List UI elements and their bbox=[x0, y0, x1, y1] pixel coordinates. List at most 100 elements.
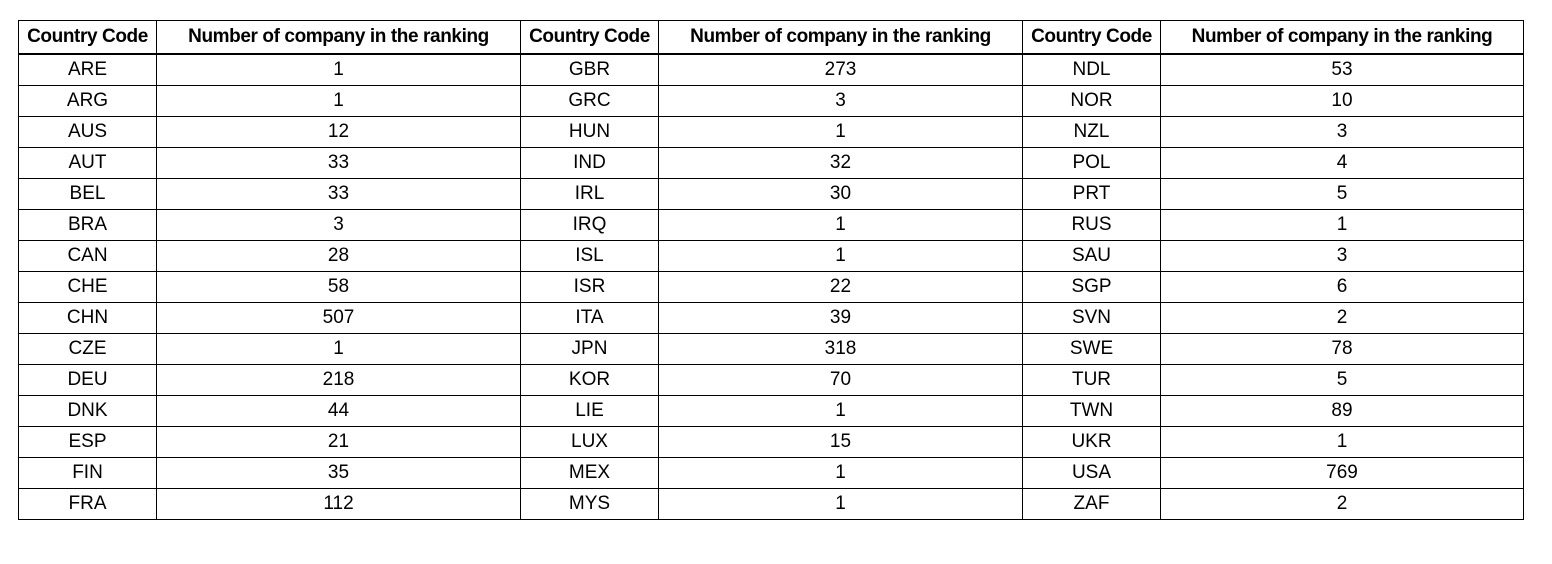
company-count-cell: 318 bbox=[658, 333, 1023, 365]
country-code-cell: TUR bbox=[1022, 364, 1161, 396]
table-row: CHE 58 ISR 22 SGP 6 bbox=[18, 271, 1524, 303]
header-country-code: Country Code bbox=[520, 20, 659, 55]
country-code-cell: NZL bbox=[1022, 116, 1161, 148]
country-code-cell: RUS bbox=[1022, 209, 1161, 241]
table-row: ARE 1 GBR 273 NDL 53 bbox=[18, 53, 1524, 86]
company-count-cell: 28 bbox=[156, 240, 521, 272]
company-count-cell: 1 bbox=[658, 116, 1023, 148]
country-code-cell: IRL bbox=[520, 178, 659, 210]
country-code-cell: SVN bbox=[1022, 302, 1161, 334]
table-row: DNK 44 LIE 1 TWN 89 bbox=[18, 395, 1524, 427]
country-code-cell: LIE bbox=[520, 395, 659, 427]
company-count-cell: 218 bbox=[156, 364, 521, 396]
country-code-cell: ESP bbox=[18, 426, 157, 458]
company-count-cell: 273 bbox=[658, 53, 1023, 86]
table-row: FIN 35 MEX 1 USA 769 bbox=[18, 457, 1524, 489]
country-code-cell: PRT bbox=[1022, 178, 1161, 210]
country-code-cell: SGP bbox=[1022, 271, 1161, 303]
company-count-cell: 769 bbox=[1160, 457, 1524, 489]
table-body: ARE 1 GBR 273 NDL 53 ARG 1 GRC 3 NOR 10 … bbox=[18, 53, 1524, 520]
country-code-cell: GRC bbox=[520, 85, 659, 117]
header-number-of-companies: Number of company in the ranking bbox=[156, 20, 521, 55]
country-code-cell: FIN bbox=[18, 457, 157, 489]
company-count-cell: 112 bbox=[156, 488, 521, 520]
company-count-cell: 21 bbox=[156, 426, 521, 458]
company-count-cell: 5 bbox=[1160, 364, 1524, 396]
country-code-cell: FRA bbox=[18, 488, 157, 520]
header-country-code: Country Code bbox=[1022, 20, 1161, 55]
country-code-cell: SAU bbox=[1022, 240, 1161, 272]
country-code-cell: JPN bbox=[520, 333, 659, 365]
country-code-cell: HUN bbox=[520, 116, 659, 148]
table-row: FRA 112 MYS 1 ZAF 2 bbox=[18, 488, 1524, 520]
country-code-cell: KOR bbox=[520, 364, 659, 396]
company-count-cell: 89 bbox=[1160, 395, 1524, 427]
country-code-cell: UKR bbox=[1022, 426, 1161, 458]
company-count-cell: 1 bbox=[658, 488, 1023, 520]
company-count-cell: 35 bbox=[156, 457, 521, 489]
country-code-cell: IRQ bbox=[520, 209, 659, 241]
company-count-cell: 3 bbox=[1160, 240, 1524, 272]
company-count-cell: 33 bbox=[156, 147, 521, 179]
company-count-cell: 1 bbox=[156, 333, 521, 365]
company-count-cell: 10 bbox=[1160, 85, 1524, 117]
country-code-cell: ZAF bbox=[1022, 488, 1161, 520]
country-code-cell: TWN bbox=[1022, 395, 1161, 427]
company-count-cell: 1 bbox=[658, 395, 1023, 427]
country-code-cell: ARE bbox=[18, 53, 157, 86]
country-code-cell: DEU bbox=[18, 364, 157, 396]
company-count-cell: 70 bbox=[658, 364, 1023, 396]
table-row: CHN 507 ITA 39 SVN 2 bbox=[18, 302, 1524, 334]
company-count-cell: 22 bbox=[658, 271, 1023, 303]
company-count-cell: 12 bbox=[156, 116, 521, 148]
company-count-cell: 15 bbox=[658, 426, 1023, 458]
header-row: Country Code Number of company in the ra… bbox=[18, 20, 1524, 55]
country-code-cell: BEL bbox=[18, 178, 157, 210]
company-count-cell: 78 bbox=[1160, 333, 1524, 365]
company-count-cell: 53 bbox=[1160, 53, 1524, 86]
country-code-cell: CAN bbox=[18, 240, 157, 272]
country-code-cell: AUS bbox=[18, 116, 157, 148]
company-count-cell: 1 bbox=[658, 457, 1023, 489]
company-count-cell: 39 bbox=[658, 302, 1023, 334]
company-count-cell: 1 bbox=[1160, 426, 1524, 458]
company-count-cell: 1 bbox=[658, 209, 1023, 241]
country-code-cell: IND bbox=[520, 147, 659, 179]
country-code-cell: ISR bbox=[520, 271, 659, 303]
company-count-cell: 1 bbox=[156, 53, 521, 86]
table-row: ESP 21 LUX 15 UKR 1 bbox=[18, 426, 1524, 458]
country-code-cell: DNK bbox=[18, 395, 157, 427]
ranking-table: Country Code Number of company in the ra… bbox=[18, 20, 1524, 520]
company-count-cell: 33 bbox=[156, 178, 521, 210]
company-count-cell: 30 bbox=[658, 178, 1023, 210]
table-row: CZE 1 JPN 318 SWE 78 bbox=[18, 333, 1524, 365]
company-count-cell: 1 bbox=[658, 240, 1023, 272]
country-code-cell: GBR bbox=[520, 53, 659, 86]
company-count-cell: 1 bbox=[156, 85, 521, 117]
header-number-of-companies: Number of company in the ranking bbox=[658, 20, 1023, 55]
company-count-cell: 3 bbox=[1160, 116, 1524, 148]
country-code-cell: NDL bbox=[1022, 53, 1161, 86]
country-code-cell: CHN bbox=[18, 302, 157, 334]
table-header: Country Code Number of company in the ra… bbox=[18, 20, 1524, 55]
country-code-cell: SWE bbox=[1022, 333, 1161, 365]
company-count-cell: 32 bbox=[658, 147, 1023, 179]
header-number-of-companies: Number of company in the ranking bbox=[1160, 20, 1524, 55]
company-count-cell: 58 bbox=[156, 271, 521, 303]
country-code-cell: MYS bbox=[520, 488, 659, 520]
country-code-cell: ISL bbox=[520, 240, 659, 272]
table-row: AUT 33 IND 32 POL 4 bbox=[18, 147, 1524, 179]
company-count-cell: 2 bbox=[1160, 488, 1524, 520]
country-code-cell: CZE bbox=[18, 333, 157, 365]
company-count-cell: 44 bbox=[156, 395, 521, 427]
company-count-cell: 3 bbox=[156, 209, 521, 241]
company-count-cell: 2 bbox=[1160, 302, 1524, 334]
table-row: BEL 33 IRL 30 PRT 5 bbox=[18, 178, 1524, 210]
table-row: AUS 12 HUN 1 NZL 3 bbox=[18, 116, 1524, 148]
company-count-cell: 4 bbox=[1160, 147, 1524, 179]
country-code-cell: AUT bbox=[18, 147, 157, 179]
country-code-cell: NOR bbox=[1022, 85, 1161, 117]
table-row: ARG 1 GRC 3 NOR 10 bbox=[18, 85, 1524, 117]
company-count-cell: 5 bbox=[1160, 178, 1524, 210]
country-code-cell: POL bbox=[1022, 147, 1161, 179]
